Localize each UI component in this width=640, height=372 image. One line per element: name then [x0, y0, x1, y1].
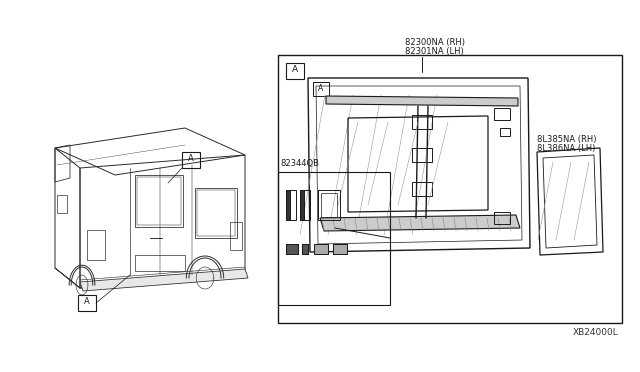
- Text: 82301NA (LH): 82301NA (LH): [405, 47, 464, 56]
- Text: 82344QB: 82344QB: [280, 159, 319, 168]
- Bar: [302, 244, 308, 254]
- Text: 82300NA (RH): 82300NA (RH): [405, 38, 465, 47]
- Bar: [302, 244, 308, 254]
- Polygon shape: [326, 96, 518, 106]
- Bar: [137, 177, 181, 225]
- Bar: [494, 212, 510, 224]
- Text: 8L386NA (LH): 8L386NA (LH): [537, 144, 595, 153]
- Bar: [286, 244, 298, 254]
- Text: A: A: [188, 154, 194, 163]
- Polygon shape: [80, 269, 248, 291]
- Bar: [412, 148, 432, 162]
- Bar: [57, 195, 67, 213]
- Bar: [318, 190, 340, 220]
- Bar: [278, 55, 622, 323]
- Bar: [321, 193, 337, 217]
- Bar: [286, 63, 304, 79]
- Bar: [286, 190, 296, 220]
- Bar: [412, 115, 432, 129]
- Bar: [412, 182, 432, 196]
- Bar: [314, 244, 328, 254]
- Text: A: A: [84, 297, 90, 306]
- Bar: [313, 82, 329, 96]
- Polygon shape: [320, 215, 520, 231]
- Bar: [182, 152, 200, 168]
- Text: A: A: [292, 65, 298, 74]
- Bar: [135, 255, 185, 271]
- Bar: [87, 230, 105, 260]
- Bar: [197, 190, 235, 236]
- Bar: [300, 190, 304, 220]
- Bar: [300, 190, 310, 220]
- Bar: [195, 188, 237, 238]
- Bar: [333, 244, 347, 254]
- Bar: [500, 128, 510, 136]
- Bar: [230, 222, 242, 250]
- Text: XB24000L: XB24000L: [572, 328, 618, 337]
- Bar: [286, 244, 298, 254]
- Bar: [314, 244, 328, 254]
- Bar: [286, 190, 290, 220]
- Bar: [333, 244, 347, 254]
- Bar: [278, 172, 390, 305]
- Text: 8L385NA (RH): 8L385NA (RH): [537, 135, 596, 144]
- Bar: [494, 108, 510, 120]
- Bar: [135, 175, 183, 227]
- Bar: [78, 295, 96, 311]
- Text: A: A: [318, 84, 324, 93]
